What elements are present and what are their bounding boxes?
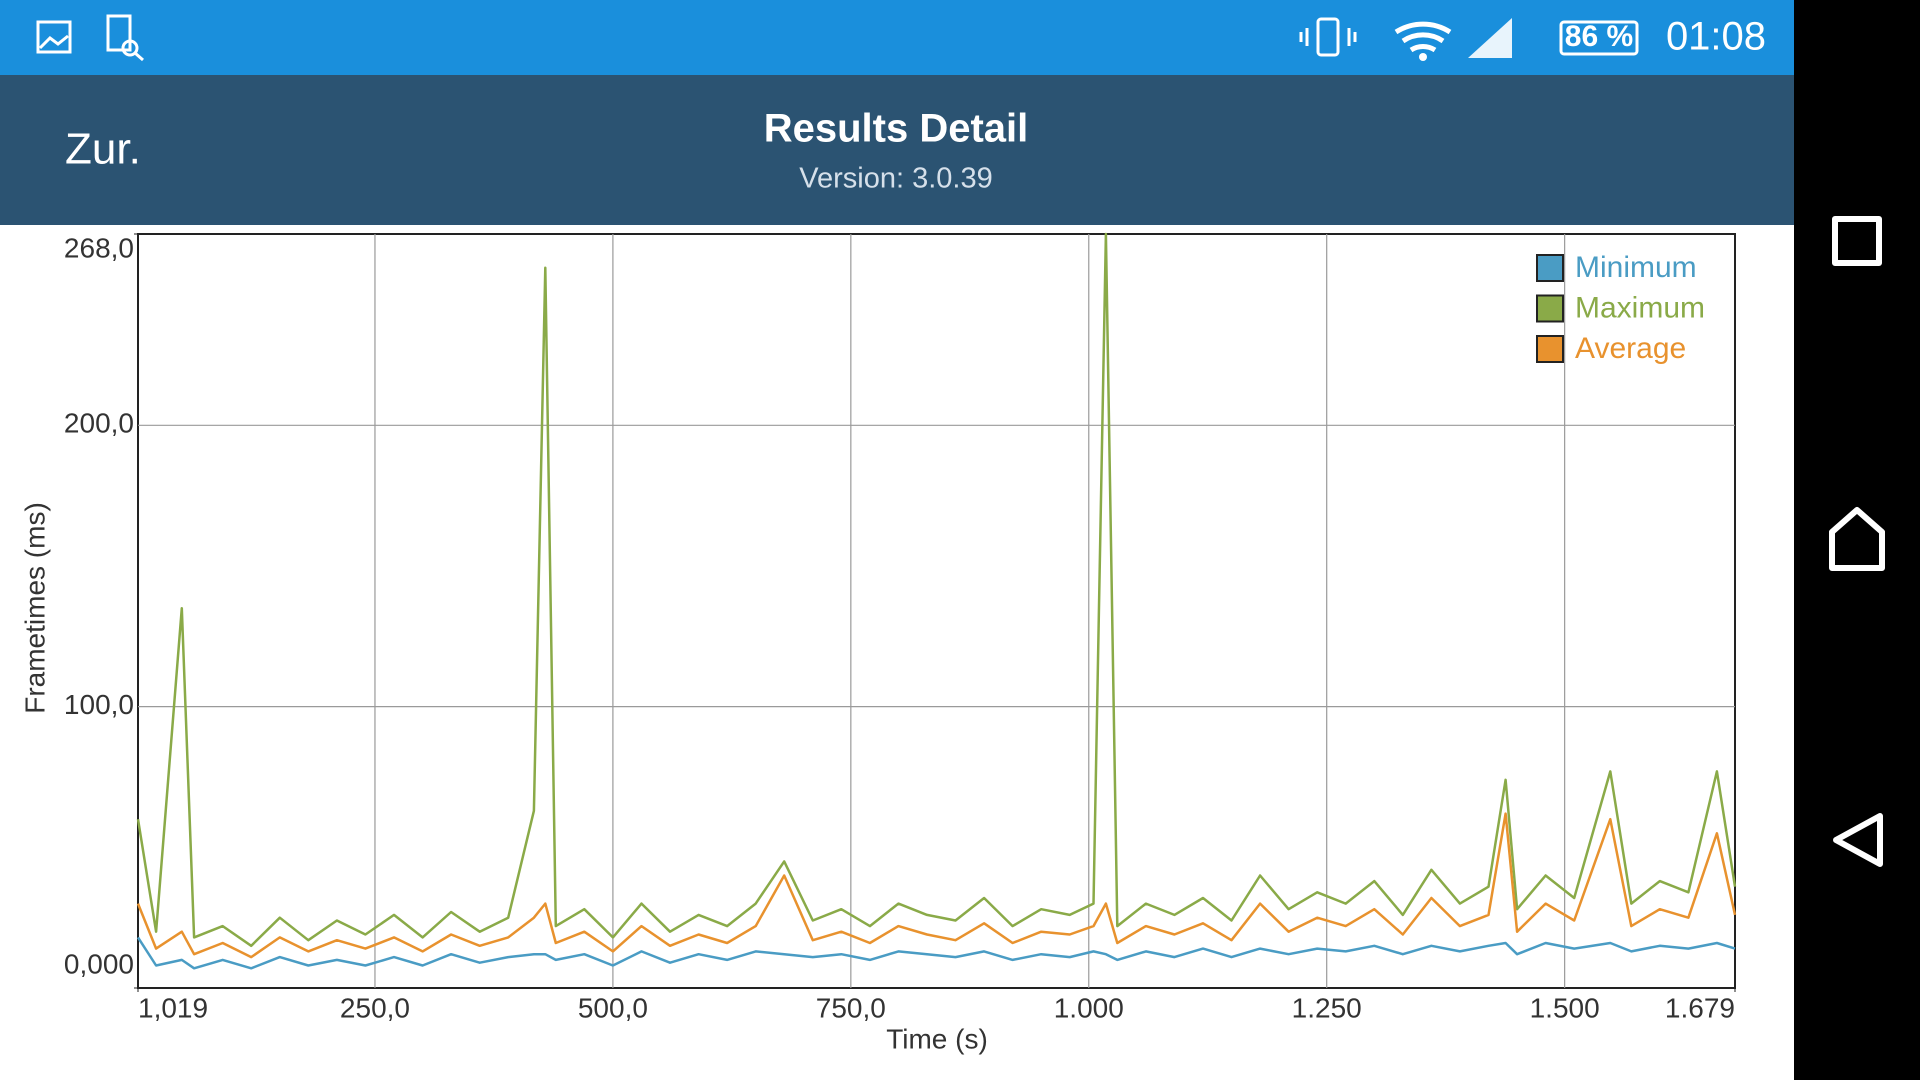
status-icons bbox=[36, 14, 1639, 62]
vibrate-icon bbox=[1316, 17, 1340, 57]
back-nav-button[interactable] bbox=[1833, 813, 1883, 867]
search-icon-lens bbox=[121, 39, 139, 57]
legend-swatch bbox=[1536, 335, 1564, 363]
status-bar bbox=[0, 0, 1794, 75]
header-subtitle: Version: 3.0.39 bbox=[799, 163, 992, 195]
search-icon-handle bbox=[134, 51, 144, 62]
x-tick-label: 1.250 bbox=[1292, 992, 1362, 1023]
x-tick-label: 1,019 bbox=[138, 992, 208, 1023]
legend-label: Average bbox=[1575, 332, 1686, 365]
x-tick-label: 1.679 bbox=[1665, 992, 1735, 1023]
y-axis-label: Frametimes (ms) bbox=[19, 502, 50, 714]
y-tick-label: 100,0 bbox=[64, 689, 134, 720]
home-button[interactable] bbox=[1829, 507, 1885, 571]
x-tick-label: 1.000 bbox=[1054, 992, 1124, 1023]
wifi-dot bbox=[1419, 53, 1427, 61]
battery-icon bbox=[1559, 20, 1639, 56]
y-tick-label: 0,000 bbox=[64, 948, 134, 979]
series-line bbox=[136, 812, 1737, 959]
wifi-icon bbox=[1394, 21, 1452, 53]
series-line bbox=[136, 936, 1736, 970]
signal-icon bbox=[1468, 18, 1512, 58]
y-tick-label: 200,0 bbox=[64, 408, 134, 439]
legend-label: Maximum bbox=[1575, 291, 1705, 324]
clock: 01:08 bbox=[1666, 15, 1766, 59]
plot-area bbox=[137, 233, 1736, 989]
header-title: Results Detail bbox=[764, 107, 1029, 151]
vibrate-waves bbox=[1299, 28, 1357, 46]
x-tick-label: 1.500 bbox=[1530, 992, 1600, 1023]
recents-button[interactable] bbox=[1832, 216, 1882, 266]
app-header bbox=[0, 75, 1794, 225]
x-axis-label: Time (s) bbox=[886, 1023, 988, 1054]
gallery-icon bbox=[36, 20, 72, 54]
x-tick-label: 750,0 bbox=[816, 992, 886, 1023]
battery-level: 86 % bbox=[1565, 20, 1633, 53]
legend-swatch bbox=[1536, 254, 1564, 282]
search-icon bbox=[106, 14, 132, 52]
gallery-icon-line bbox=[38, 34, 69, 50]
legend-label: Minimum bbox=[1575, 251, 1697, 284]
chart: Frametimes (ms) Time (s) 0,000 100,0 200,0… bbox=[19, 232, 1737, 1054]
y-tick-label: 268,0 bbox=[64, 232, 134, 263]
back-button[interactable]: Zur. bbox=[65, 125, 141, 174]
x-tick-label: 500,0 bbox=[578, 992, 648, 1023]
series-line bbox=[136, 232, 1737, 948]
legend-swatch bbox=[1536, 294, 1564, 323]
x-tick-label: 250,0 bbox=[340, 992, 410, 1023]
nav-bar bbox=[1794, 0, 1920, 1080]
